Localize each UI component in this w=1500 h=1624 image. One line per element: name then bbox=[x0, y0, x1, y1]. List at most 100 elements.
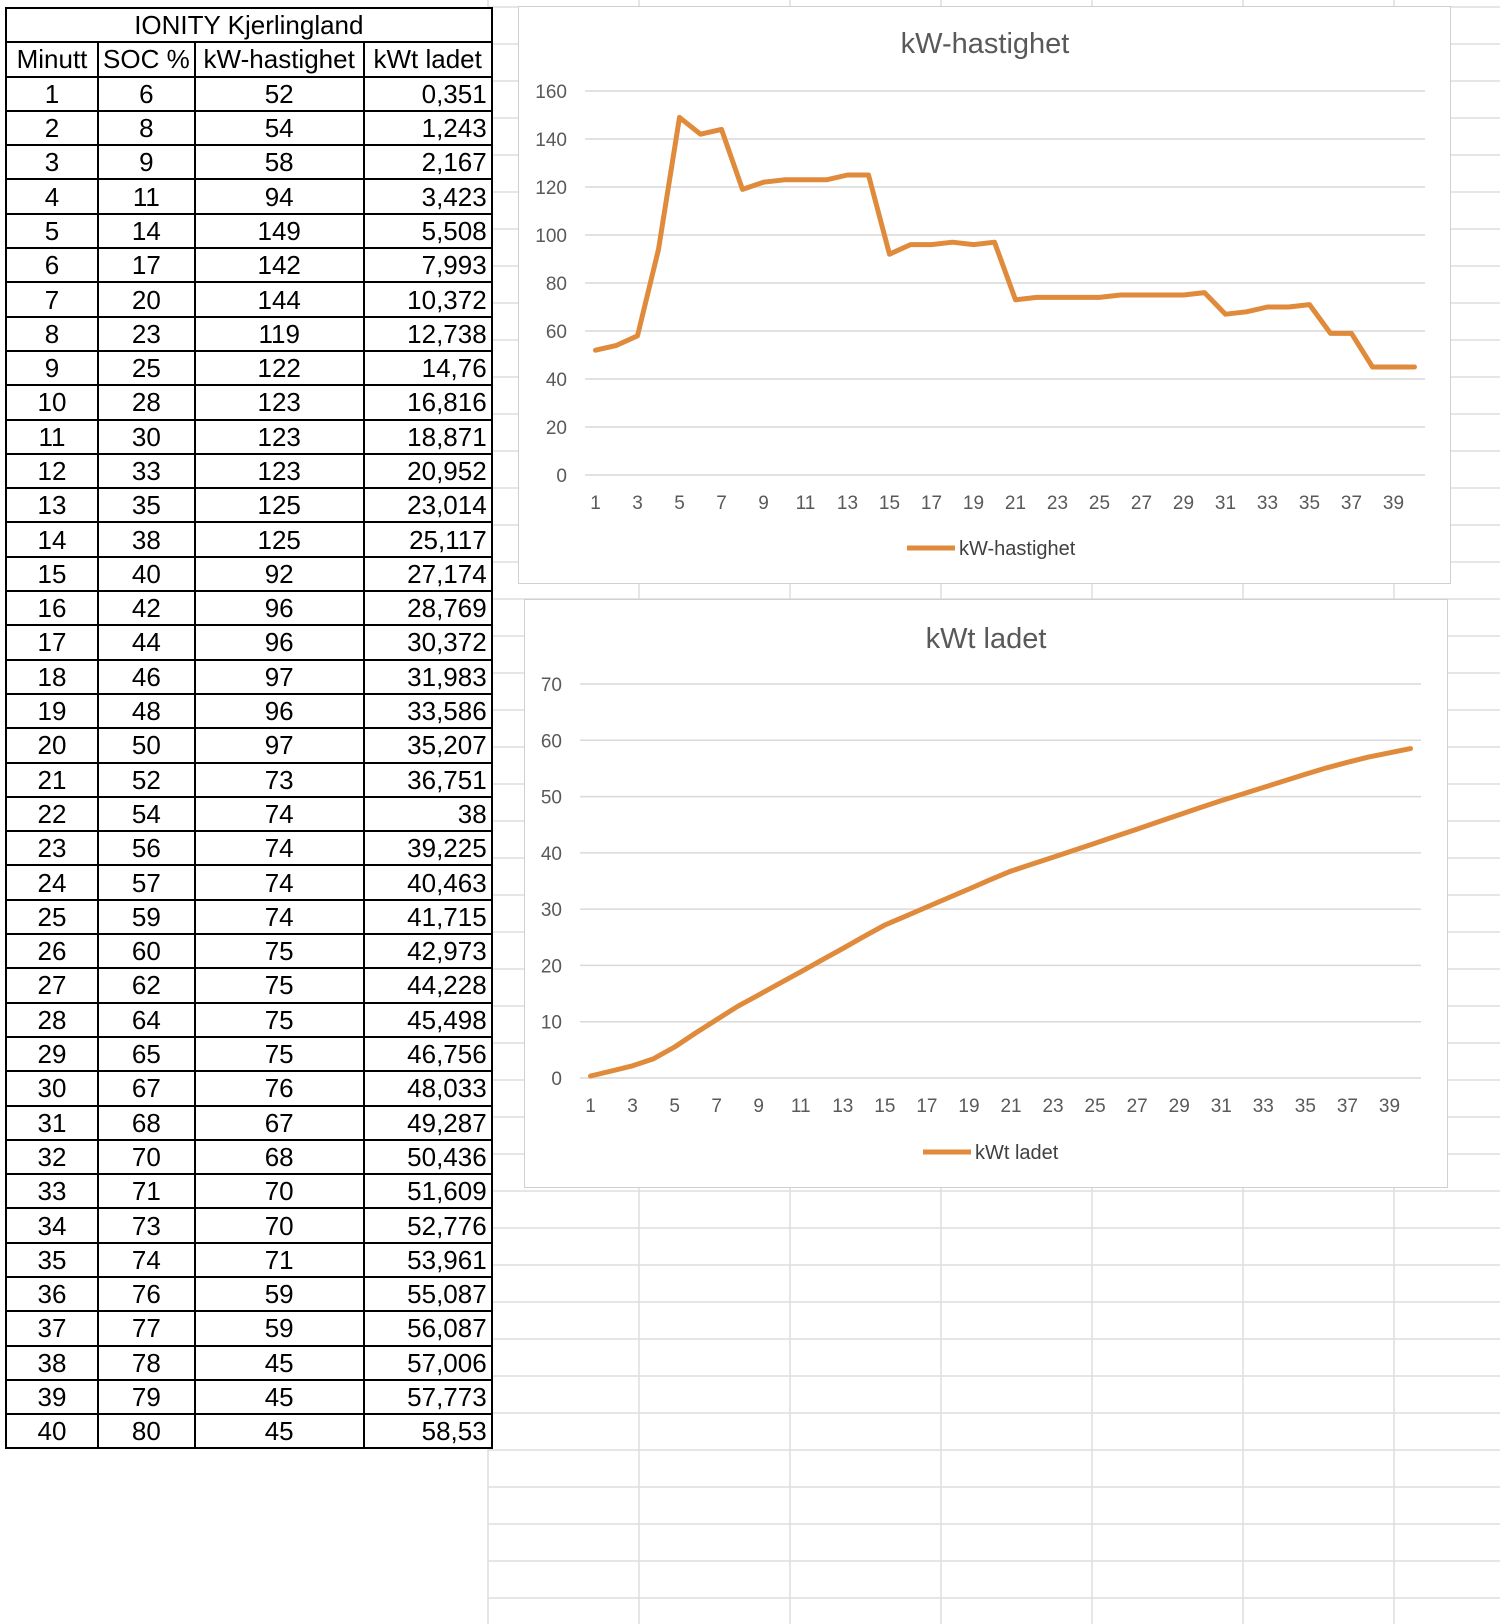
table-cell[interactable]: 45 bbox=[193, 1413, 365, 1450]
table-cell[interactable]: 67 bbox=[97, 1070, 196, 1107]
table-cell[interactable]: 26 bbox=[5, 933, 99, 970]
table-cell[interactable]: 96 bbox=[193, 624, 365, 661]
table-cell[interactable]: 52,776 bbox=[362, 1207, 493, 1244]
table-cell[interactable]: 33 bbox=[97, 452, 196, 490]
table-cell[interactable]: 52 bbox=[97, 761, 196, 798]
table-cell[interactable]: 97 bbox=[193, 658, 365, 695]
table-cell[interactable]: 58 bbox=[193, 144, 365, 181]
table-cell[interactable]: 9 bbox=[5, 349, 99, 387]
table-cell[interactable]: 94 bbox=[193, 178, 365, 215]
table-cell[interactable]: 38 bbox=[5, 1344, 99, 1381]
table-cell[interactable]: 35,207 bbox=[362, 727, 493, 764]
series-line[interactable] bbox=[593, 114, 1417, 370]
header-kw-hastighet[interactable]: kW-hastighet bbox=[193, 41, 365, 78]
table-cell[interactable]: 40,463 bbox=[362, 864, 493, 901]
table-cell[interactable]: 71 bbox=[97, 1173, 196, 1210]
table-cell[interactable]: 12,738 bbox=[362, 315, 493, 352]
table-cell[interactable]: 30,372 bbox=[362, 624, 493, 661]
table-cell[interactable]: 18 bbox=[5, 658, 99, 695]
table-cell[interactable]: 6 bbox=[97, 75, 196, 112]
table-cell[interactable]: 49,287 bbox=[362, 1104, 493, 1141]
table-cell[interactable]: 57 bbox=[97, 864, 196, 901]
table-cell[interactable]: 65 bbox=[97, 1035, 196, 1073]
table-cell[interactable]: 58,53 bbox=[362, 1413, 493, 1450]
table-cell[interactable]: 52 bbox=[193, 75, 365, 112]
series-line[interactable] bbox=[588, 746, 1413, 1079]
table-cell[interactable]: 123 bbox=[193, 452, 365, 490]
table-cell[interactable]: 30 bbox=[97, 418, 196, 455]
table-cell[interactable]: 48 bbox=[97, 692, 196, 730]
table-cell[interactable]: 5,508 bbox=[362, 212, 493, 250]
table-cell[interactable]: 50 bbox=[97, 727, 196, 764]
table-cell[interactable]: 20 bbox=[97, 281, 196, 318]
table-cell[interactable]: 73 bbox=[97, 1207, 196, 1244]
table-cell[interactable]: 1 bbox=[5, 75, 99, 112]
table-cell[interactable]: 77 bbox=[97, 1310, 196, 1347]
table-cell[interactable]: 28,769 bbox=[362, 590, 493, 627]
table-cell[interactable]: 92 bbox=[193, 555, 365, 593]
table-cell[interactable]: 5 bbox=[5, 212, 99, 250]
table-cell[interactable]: 33,586 bbox=[362, 692, 493, 730]
table-cell[interactable]: 8 bbox=[5, 315, 99, 352]
table-cell[interactable]: 56 bbox=[97, 830, 196, 867]
table-cell[interactable]: 144 bbox=[193, 281, 365, 318]
table-cell[interactable]: 23,014 bbox=[362, 487, 493, 524]
table-cell[interactable]: 76 bbox=[193, 1070, 365, 1107]
table-cell[interactable]: 54 bbox=[97, 795, 196, 833]
table-cell[interactable]: 59 bbox=[193, 1275, 365, 1313]
table-cell[interactable]: 68 bbox=[97, 1104, 196, 1141]
table-cell[interactable]: 71 bbox=[193, 1241, 365, 1278]
table-cell[interactable]: 70 bbox=[97, 1138, 196, 1176]
table-cell[interactable]: 20 bbox=[5, 727, 99, 764]
table-cell[interactable]: 123 bbox=[193, 384, 365, 421]
table-cell[interactable]: 14 bbox=[97, 212, 196, 250]
table-cell[interactable]: 2 bbox=[5, 109, 99, 147]
table-cell[interactable]: 0,351 bbox=[362, 75, 493, 112]
table-cell[interactable]: 74 bbox=[193, 795, 365, 833]
table-cell[interactable]: 2,167 bbox=[362, 144, 493, 181]
table-cell[interactable]: 42 bbox=[97, 590, 196, 627]
table-cell[interactable]: 18,871 bbox=[362, 418, 493, 455]
table-cell[interactable]: 22 bbox=[5, 795, 99, 833]
table-cell[interactable]: 53,961 bbox=[362, 1241, 493, 1278]
chart-kwt-ladet[interactable]: kWt ladet 0 10 20 30 40 50 60 70 1 3 5 7 9 11 13 15 17 1… bbox=[524, 599, 1448, 1188]
table-cell[interactable]: 123 bbox=[193, 418, 365, 455]
table-cell[interactable]: 1,243 bbox=[362, 109, 493, 147]
table-cell[interactable]: 59 bbox=[97, 898, 196, 936]
table-cell[interactable]: 40 bbox=[5, 1413, 99, 1450]
table-cell[interactable]: 51,609 bbox=[362, 1173, 493, 1210]
table-cell[interactable]: 9 bbox=[97, 144, 196, 181]
table-cell[interactable]: 35 bbox=[97, 487, 196, 524]
table-cell[interactable]: 78 bbox=[97, 1344, 196, 1381]
table-cell[interactable]: 40 bbox=[97, 555, 196, 593]
table-cell[interactable]: 125 bbox=[193, 521, 365, 558]
table-cell[interactable]: 23 bbox=[5, 830, 99, 867]
table-cell[interactable]: 125 bbox=[193, 487, 365, 524]
table-cell[interactable]: 75 bbox=[193, 933, 365, 970]
table-cell[interactable]: 13 bbox=[5, 487, 99, 524]
table-cell[interactable]: 27,174 bbox=[362, 555, 493, 593]
table-cell[interactable]: 64 bbox=[97, 1001, 196, 1038]
table-cell[interactable]: 37 bbox=[5, 1310, 99, 1347]
table-cell[interactable]: 67 bbox=[193, 1104, 365, 1141]
table-cell[interactable]: 74 bbox=[193, 898, 365, 936]
table-cell[interactable]: 17 bbox=[5, 624, 99, 661]
table-cell[interactable]: 45,498 bbox=[362, 1001, 493, 1038]
table-cell[interactable]: 24 bbox=[5, 864, 99, 901]
table-cell[interactable]: 48,033 bbox=[362, 1070, 493, 1107]
table-cell[interactable]: 96 bbox=[193, 692, 365, 730]
header-kwt-ladet[interactable]: kWt ladet bbox=[362, 41, 493, 78]
table-cell[interactable]: 75 bbox=[193, 1035, 365, 1073]
table-cell[interactable]: 11 bbox=[5, 418, 99, 455]
table-cell[interactable]: 21 bbox=[5, 761, 99, 798]
table-cell[interactable]: 7,993 bbox=[362, 247, 493, 284]
table-cell[interactable]: 15 bbox=[5, 555, 99, 593]
table-cell[interactable]: 38 bbox=[362, 795, 493, 833]
table-cell[interactable]: 62 bbox=[97, 967, 196, 1004]
table-cell[interactable]: 96 bbox=[193, 590, 365, 627]
table-cell[interactable]: 10,372 bbox=[362, 281, 493, 318]
table-cell[interactable]: 34 bbox=[5, 1207, 99, 1244]
table-cell[interactable]: 142 bbox=[193, 247, 365, 284]
table-cell[interactable]: 75 bbox=[193, 1001, 365, 1038]
table-cell[interactable]: 42,973 bbox=[362, 933, 493, 970]
